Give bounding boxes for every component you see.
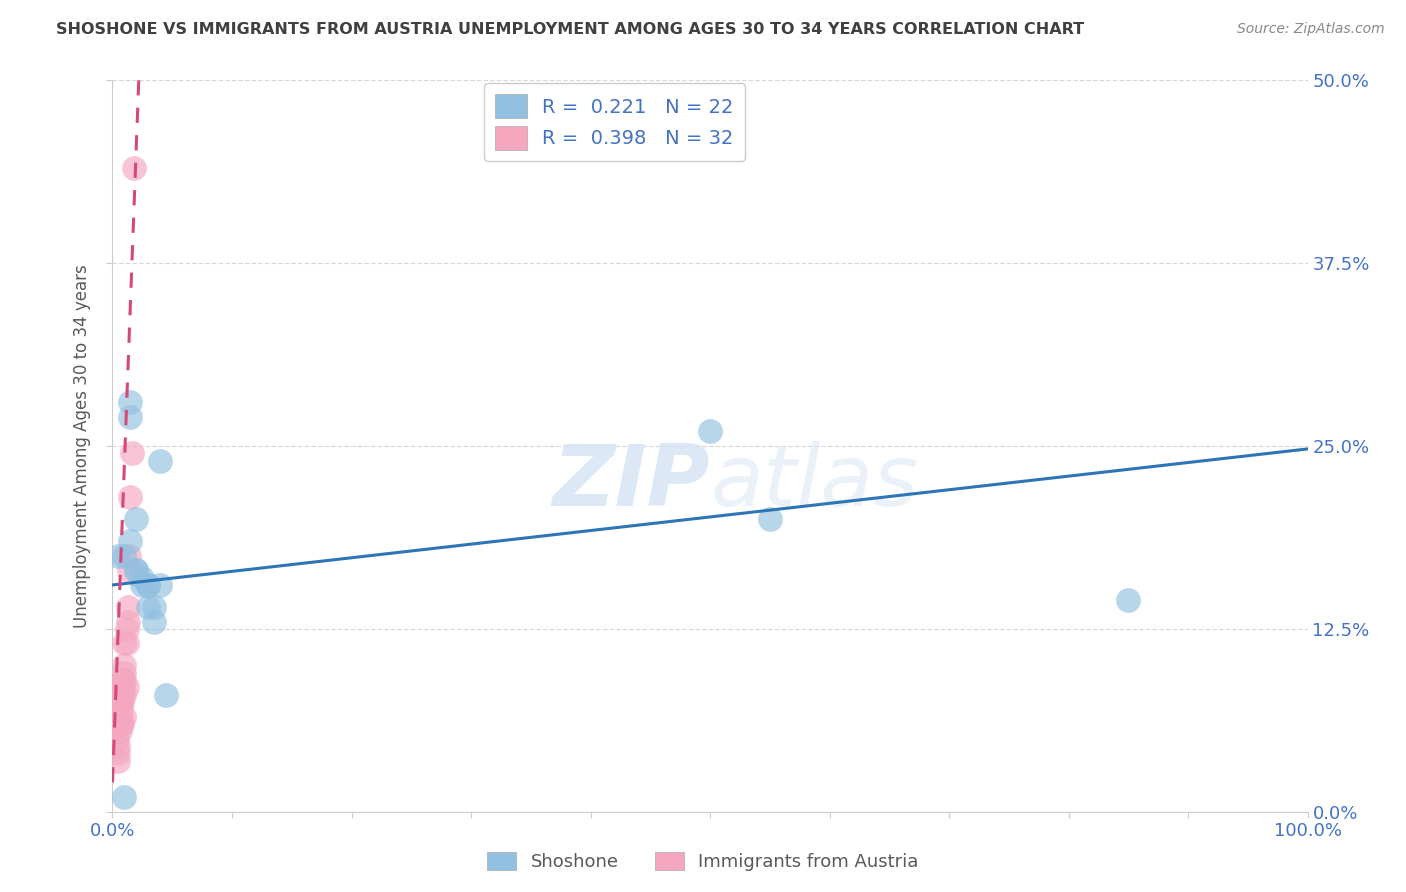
Point: [120, 490, 142, 504]
Point: [112, 681, 135, 695]
Point: [120, 409, 142, 424]
Text: SHOSHONE VS IMMIGRANTS FROM AUSTRIA UNEMPLOYMENT AMONG AGES 30 TO 34 YEARS CORRE: SHOSHONE VS IMMIGRANTS FROM AUSTRIA UNEM…: [56, 22, 1084, 37]
Point: [114, 636, 135, 650]
Point: [108, 709, 131, 723]
Point: [699, 425, 721, 439]
Point: [115, 636, 138, 650]
Point: [149, 453, 172, 467]
Point: [138, 578, 160, 592]
Point: [114, 709, 135, 723]
Point: [149, 578, 172, 592]
Point: [1118, 592, 1140, 607]
Point: [111, 681, 134, 695]
Point: [115, 681, 138, 695]
Point: [111, 688, 134, 702]
Text: Source: ZipAtlas.com: Source: ZipAtlas.com: [1237, 22, 1385, 37]
Legend: R =  0.221   N = 22, R =  0.398   N = 32: R = 0.221 N = 22, R = 0.398 N = 32: [484, 83, 745, 161]
Text: atlas: atlas: [710, 441, 918, 524]
Point: [117, 599, 139, 614]
Point: [110, 695, 132, 709]
Point: [114, 688, 135, 702]
Point: [114, 658, 135, 673]
Point: [138, 578, 160, 592]
Point: [110, 717, 132, 731]
Point: [107, 754, 129, 768]
Point: [105, 717, 128, 731]
Point: [117, 615, 139, 629]
Point: [120, 534, 142, 549]
Point: [131, 578, 153, 592]
Point: [112, 673, 135, 687]
Point: [107, 739, 129, 753]
Point: [131, 571, 153, 585]
Point: [121, 446, 143, 460]
Point: [105, 731, 128, 746]
Point: [125, 563, 148, 577]
Point: [108, 724, 131, 739]
Y-axis label: Unemployment Among Ages 30 to 34 years: Unemployment Among Ages 30 to 34 years: [73, 264, 91, 628]
Point: [138, 599, 160, 614]
Point: [125, 512, 148, 526]
Point: [115, 622, 138, 636]
Legend: Shoshone, Immigrants from Austria: Shoshone, Immigrants from Austria: [481, 845, 925, 879]
Point: [110, 702, 132, 716]
Point: [114, 549, 135, 563]
Point: [111, 717, 134, 731]
Point: [125, 563, 148, 577]
Point: [107, 549, 129, 563]
Point: [143, 599, 166, 614]
Point: [111, 695, 134, 709]
Point: [118, 563, 141, 577]
Point: [155, 688, 177, 702]
Point: [120, 395, 142, 409]
Point: [114, 790, 135, 805]
Point: [114, 673, 135, 687]
Point: [114, 665, 135, 680]
Point: [143, 615, 166, 629]
Point: [759, 512, 782, 526]
Point: [107, 746, 129, 760]
Text: ZIP: ZIP: [553, 441, 710, 524]
Point: [118, 549, 141, 563]
Point: [122, 161, 145, 175]
